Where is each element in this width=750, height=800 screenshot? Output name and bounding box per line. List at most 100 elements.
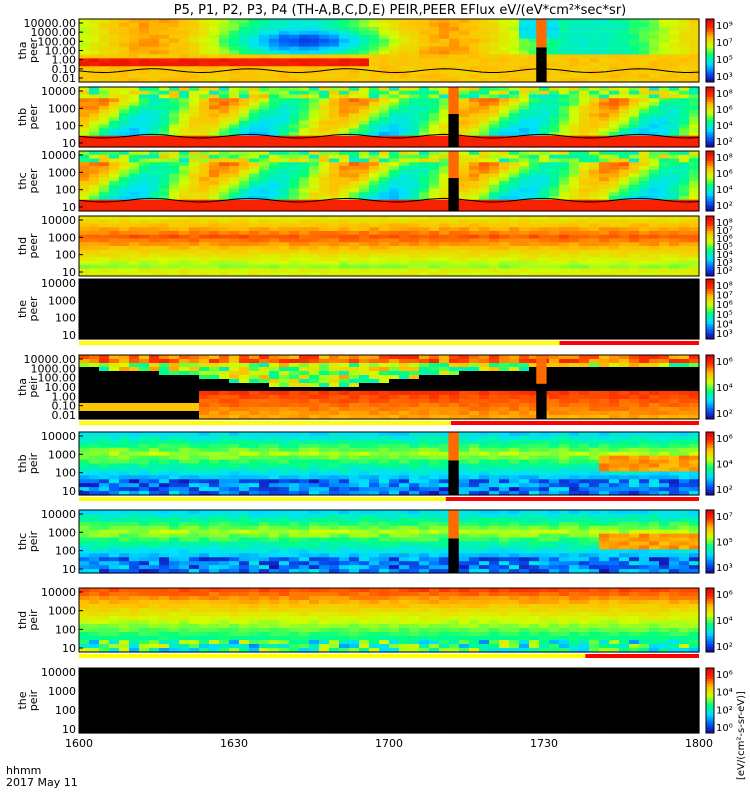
cell (629, 94, 640, 99)
cell (79, 162, 90, 167)
cell (559, 105, 570, 111)
cell (119, 261, 130, 266)
cell (609, 90, 620, 96)
cell (249, 169, 260, 175)
cell (559, 297, 570, 303)
cell (369, 184, 380, 190)
cell (239, 105, 250, 111)
cell (579, 62, 590, 67)
cell (219, 128, 230, 133)
cell (259, 158, 270, 163)
cell (639, 203, 650, 208)
cell (229, 253, 240, 258)
cell (599, 234, 610, 240)
colorbar-step (706, 256, 714, 259)
cell (429, 261, 440, 266)
cell (259, 74, 270, 79)
cell (689, 132, 700, 137)
colorbar-step (706, 58, 714, 62)
cell (609, 199, 620, 205)
cell (129, 42, 140, 48)
cell (519, 268, 530, 273)
cell (679, 151, 690, 156)
cell (249, 279, 260, 284)
cell (459, 227, 470, 232)
cell (399, 19, 410, 24)
cell (269, 135, 280, 141)
cell (649, 143, 660, 148)
cell (219, 113, 230, 118)
cell (229, 151, 240, 156)
cell (189, 227, 200, 232)
cell (199, 246, 210, 251)
cell (179, 305, 190, 310)
data-gap-top (536, 19, 547, 48)
cell (139, 102, 150, 107)
cell (489, 192, 500, 197)
cell (169, 309, 180, 314)
cell (79, 253, 90, 258)
cell (559, 87, 570, 92)
cell (159, 335, 170, 340)
cell (89, 154, 100, 160)
cell (159, 203, 170, 208)
cell (499, 94, 510, 99)
cell (389, 234, 400, 240)
cell (209, 184, 220, 190)
cell (529, 309, 540, 314)
cell (119, 94, 130, 99)
cell (419, 132, 430, 137)
cell (339, 62, 350, 67)
cell (639, 74, 650, 79)
cell (649, 105, 660, 111)
cell (679, 216, 690, 221)
cell (459, 62, 470, 67)
cell (599, 22, 610, 28)
cell (439, 192, 450, 197)
cell (189, 320, 200, 325)
cell (289, 54, 300, 59)
cell (659, 90, 670, 96)
cell (269, 320, 280, 325)
cell (319, 70, 330, 75)
cell (369, 309, 380, 314)
cell (139, 105, 150, 111)
cell (129, 253, 140, 258)
cell (609, 113, 620, 118)
cell (649, 173, 660, 178)
cell (549, 78, 560, 83)
cell (209, 38, 220, 44)
cell (369, 238, 380, 243)
cell (559, 50, 570, 56)
cell (99, 249, 110, 255)
cell (649, 264, 660, 270)
cell (659, 166, 670, 171)
cell (139, 90, 150, 96)
cell (79, 62, 90, 67)
cell (399, 22, 410, 28)
cell (619, 223, 630, 228)
cell (429, 312, 440, 318)
cell (159, 192, 170, 197)
cell (349, 154, 360, 160)
cell (689, 231, 700, 236)
cell (399, 42, 410, 48)
cell (79, 132, 90, 137)
cell (189, 98, 200, 103)
colorbar-step (706, 173, 714, 177)
cell (79, 169, 90, 175)
cell (589, 109, 600, 114)
cell (589, 143, 600, 148)
cell (199, 117, 210, 122)
cell (439, 324, 450, 329)
cell (489, 117, 500, 122)
cell (329, 169, 340, 175)
cell (339, 87, 350, 92)
cell (369, 94, 380, 99)
cell (169, 90, 180, 96)
cell (329, 207, 340, 212)
cell (179, 196, 190, 201)
cell (609, 42, 620, 48)
cell (429, 38, 440, 44)
cell (629, 151, 640, 156)
